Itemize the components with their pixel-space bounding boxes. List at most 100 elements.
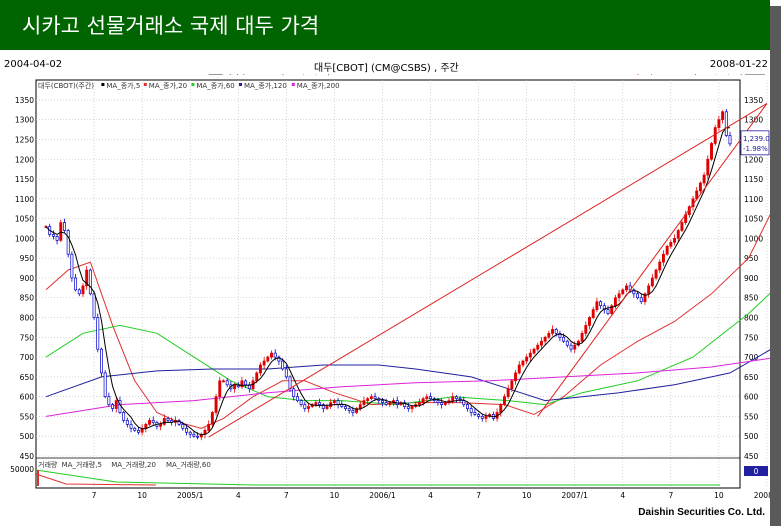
candle-body: [340, 404, 344, 407]
trend-lines: [208, 103, 768, 438]
candle-body: [292, 388, 296, 398]
y-tick-label-left: 750: [20, 333, 35, 342]
x-axis: 7 10 2005/1 4 7 10 2006/1 4 7 10 2007/1 4 7 10 2008/1: [92, 491, 770, 500]
candle-body: [159, 423, 163, 427]
candle-body: [599, 301, 603, 307]
candle-body: [233, 384, 237, 390]
candle-body: [536, 344, 540, 350]
trend-line: [537, 103, 768, 417]
candle-body: [380, 400, 384, 403]
candle-body: [85, 269, 89, 287]
candle-body: [532, 348, 536, 354]
y-tick-label-left: 1150: [15, 175, 34, 184]
candle-body: [680, 222, 684, 231]
candle-body: [199, 433, 203, 438]
candle-body: [321, 404, 325, 409]
candle-body: [521, 360, 525, 366]
price-tag-change: -1.98%: [743, 145, 768, 153]
candle-body: [148, 420, 151, 425]
candle-body: [277, 356, 281, 362]
price-tag-value: 1,239.00: [743, 135, 770, 143]
ma5-layer: [45, 127, 731, 436]
candle-body: [528, 352, 532, 358]
candle-body: [225, 380, 229, 386]
volume-legend-entry: MA_거래량,5: [62, 460, 102, 469]
y-tick-label-right: 550: [744, 412, 759, 421]
y-tick-label-left: 1000: [15, 234, 34, 243]
candle-body: [299, 400, 303, 405]
candle-body: [580, 332, 584, 342]
candle-body: [122, 412, 126, 421]
candle-body: [240, 380, 244, 388]
candle-body: [66, 230, 70, 255]
candle-body: [70, 253, 74, 279]
candle-body: [51, 234, 55, 237]
candle-body: [576, 340, 580, 346]
candle-body: [436, 400, 440, 403]
y-tick-label-left: 500: [20, 432, 35, 441]
candle-body: [81, 285, 85, 295]
candle-body: [613, 297, 617, 307]
y-tick-label-left: 700: [20, 353, 35, 362]
legend-swatch: [101, 83, 105, 86]
candle-body: [403, 402, 407, 407]
candle-body: [166, 418, 170, 421]
title-bar: 시카고 선물거래소 국제 대두 가격: [0, 0, 770, 50]
candle-body: [506, 388, 510, 398]
y-tick-label-right: 600: [744, 393, 759, 402]
candle-body: [314, 402, 318, 405]
candle-body: [665, 245, 669, 255]
ma5-line: [45, 127, 731, 436]
y-tick-label-right: 900: [744, 274, 759, 283]
volume-ma-line: [35, 469, 720, 486]
y-tick-label-right: 500: [744, 432, 759, 441]
candle-body: [100, 348, 103, 374]
volume-bar: [37, 470, 39, 486]
candle-body: [270, 352, 273, 358]
x-tick-label: 10: [522, 491, 532, 500]
x-tick-label: 7: [476, 491, 481, 500]
y-tick-label-left: 1350: [15, 96, 34, 105]
y-tick-label-left: 1050: [15, 215, 34, 224]
candle-body: [643, 293, 647, 303]
frame-shadow: [770, 6, 781, 526]
candle-body: [244, 380, 248, 386]
legend-swatch: [291, 83, 295, 86]
candle-body: [606, 309, 610, 314]
moving-averages: [45, 213, 770, 429]
legend-entry: MA_종가,5: [106, 81, 140, 90]
volume-ma-line: [35, 473, 157, 486]
candle-body: [565, 340, 569, 346]
candle-body: [698, 182, 702, 192]
candle-body: [706, 158, 710, 176]
candle-body: [218, 380, 222, 398]
trend-line: [208, 103, 768, 438]
candle-body: [273, 352, 277, 358]
y-tick-label-left: 600: [20, 393, 35, 402]
candle-body: [366, 398, 370, 401]
candle-body: [92, 293, 96, 318]
legend-entry: 대두(CBOT)(주간): [38, 81, 94, 90]
candles: [44, 109, 732, 441]
x-tick-label: 2005/1: [177, 491, 204, 500]
candle-body: [362, 400, 366, 405]
candle-body: [114, 400, 118, 409]
candle-body: [429, 396, 432, 399]
y-tick-label-right: 750: [744, 333, 759, 342]
candle-body: [617, 293, 621, 299]
candle-body: [281, 360, 285, 370]
candle-body: [111, 404, 115, 409]
candle-body: [384, 402, 388, 405]
y-tick-label-right: 1000: [744, 234, 763, 243]
candle-body: [602, 305, 606, 310]
candle-body: [151, 420, 155, 423]
candle-body: [258, 364, 262, 374]
legend-swatch: [239, 83, 242, 86]
x-tick-label: 7: [92, 491, 97, 500]
x-tick-label: 2007/1: [562, 491, 589, 500]
x-tick-label: 4: [428, 491, 433, 500]
y-tick-label-right: 950: [744, 254, 759, 263]
candle-body: [554, 329, 558, 334]
candle-body: [262, 360, 266, 366]
candle-body: [410, 406, 414, 409]
